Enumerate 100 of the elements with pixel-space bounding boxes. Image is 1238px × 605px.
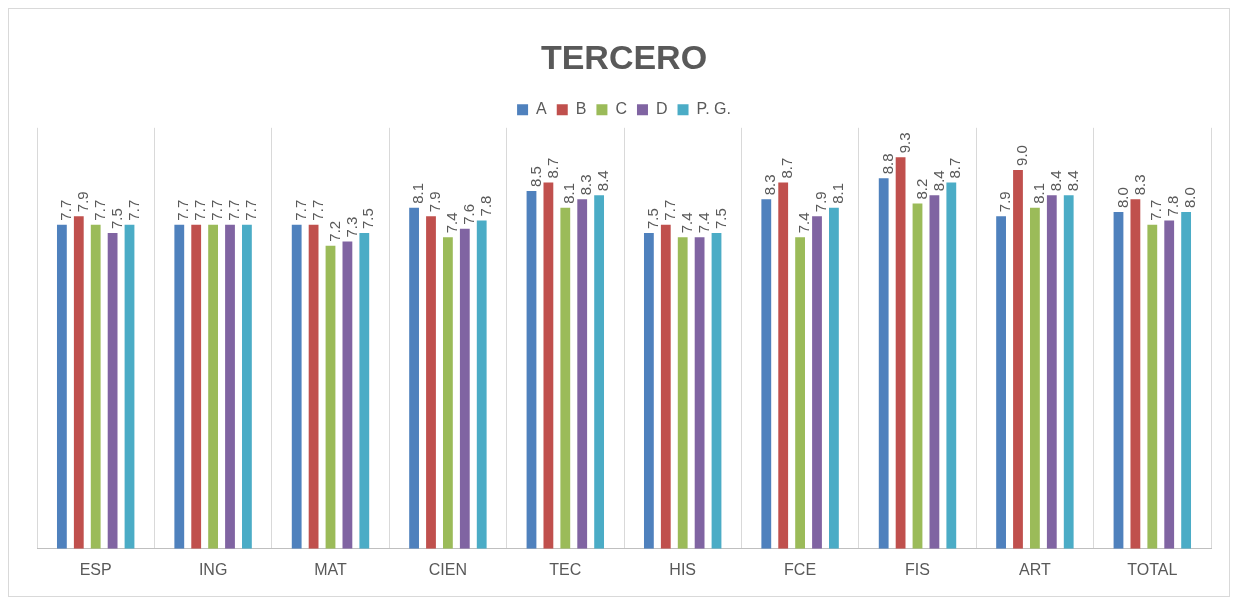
bar xyxy=(929,195,940,549)
bar xyxy=(73,216,84,549)
data-label: 8.4 xyxy=(1063,170,1081,192)
bar xyxy=(1046,195,1057,549)
x-tick-label: TEC xyxy=(549,560,582,578)
data-label: 7.4 xyxy=(443,212,461,234)
x-tick-label: ING xyxy=(198,560,228,578)
bar xyxy=(90,224,101,549)
data-label: 7.7 xyxy=(57,199,75,221)
data-label: 7.7 xyxy=(225,199,243,221)
bar xyxy=(443,237,453,549)
data-label: 7.7 xyxy=(174,199,192,221)
data-label: 8.0 xyxy=(1181,187,1199,208)
x-tick-label: MAT xyxy=(314,560,348,578)
bar xyxy=(594,195,605,549)
data-label: 8.1 xyxy=(1030,182,1048,204)
data-label: 8.7 xyxy=(778,157,796,179)
bar xyxy=(946,182,957,549)
bar xyxy=(1013,169,1023,549)
data-label: 7.6 xyxy=(459,203,477,225)
data-label: 8.1 xyxy=(829,182,847,204)
x-tick-label: FIS xyxy=(905,560,930,578)
bar xyxy=(812,216,822,549)
bar xyxy=(191,224,202,549)
data-label: 7.9 xyxy=(812,191,830,213)
bar xyxy=(124,224,135,549)
bar xyxy=(895,157,906,549)
legend-label: P. G. xyxy=(696,100,731,118)
bar xyxy=(56,224,67,549)
bar xyxy=(1164,220,1175,549)
bar xyxy=(526,190,537,549)
bar xyxy=(208,224,218,549)
legend-label: D xyxy=(655,100,668,118)
bar xyxy=(242,224,252,549)
data-label: 7.7 xyxy=(242,199,260,221)
bar xyxy=(308,224,319,549)
data-label: 8.1 xyxy=(409,182,427,204)
bar xyxy=(711,233,722,549)
data-label: 7.4 xyxy=(694,212,712,234)
x-tick-label: TOTAL xyxy=(1127,560,1178,578)
data-label: 7.7 xyxy=(124,199,142,221)
data-label: 7.5 xyxy=(711,208,729,230)
data-label: 7.7 xyxy=(291,199,309,221)
data-label: 8.5 xyxy=(526,166,544,187)
legend-label: C xyxy=(615,100,627,118)
bar xyxy=(426,216,436,549)
bar xyxy=(1063,195,1074,549)
bar xyxy=(795,237,805,549)
legend-label: A xyxy=(536,100,548,118)
data-label: 7.3 xyxy=(342,216,360,238)
data-label: 7.5 xyxy=(644,208,662,230)
data-label: 8.3 xyxy=(761,174,779,196)
bar xyxy=(912,203,923,549)
bar xyxy=(761,199,772,549)
data-label: 7.9 xyxy=(426,191,444,213)
bar xyxy=(643,233,654,549)
data-label: 8.8 xyxy=(878,153,896,175)
x-tick-label: CIEN xyxy=(428,560,468,578)
bar xyxy=(1181,212,1192,549)
data-label: 9.3 xyxy=(895,132,913,154)
bar xyxy=(577,199,588,549)
data-label: 7.7 xyxy=(90,199,108,221)
data-label: 7.9 xyxy=(996,191,1014,213)
data-label: 7.7 xyxy=(191,199,209,221)
bar xyxy=(359,233,370,549)
data-label: 7.5 xyxy=(107,208,125,230)
data-label: 7.7 xyxy=(308,199,326,221)
bar xyxy=(291,224,302,549)
data-label: 8.4 xyxy=(1046,170,1064,192)
x-tick-label: ESP xyxy=(79,560,112,578)
data-label: 7.4 xyxy=(795,212,813,234)
bar xyxy=(1130,199,1141,549)
bar xyxy=(996,216,1006,549)
bar xyxy=(174,224,185,549)
bar xyxy=(694,237,705,549)
bar xyxy=(107,233,118,549)
data-label: 8.0 xyxy=(1113,187,1131,208)
data-label: 8.1 xyxy=(560,182,578,204)
bar xyxy=(459,228,470,549)
bar xyxy=(409,207,419,549)
bar xyxy=(342,241,353,549)
data-label: 9.0 xyxy=(1013,145,1031,166)
chart-title: TERCERO xyxy=(540,37,708,76)
bar xyxy=(1030,207,1040,549)
data-label: 8.3 xyxy=(1130,174,1148,196)
data-label: 8.2 xyxy=(912,178,930,200)
bar xyxy=(677,237,688,549)
bar xyxy=(829,207,839,549)
bar xyxy=(476,220,487,549)
data-label: 7.7 xyxy=(1147,199,1165,221)
data-label: 7.2 xyxy=(325,220,343,242)
x-tick-label: HIS xyxy=(669,560,697,578)
data-label: 8.3 xyxy=(577,174,595,196)
x-tick-label: ART xyxy=(1019,560,1051,578)
bar xyxy=(778,182,789,549)
data-label: 8.7 xyxy=(946,157,964,179)
data-label: 8.7 xyxy=(543,157,561,179)
bar xyxy=(543,182,554,549)
data-label: 7.8 xyxy=(476,195,494,217)
bar xyxy=(878,178,889,549)
